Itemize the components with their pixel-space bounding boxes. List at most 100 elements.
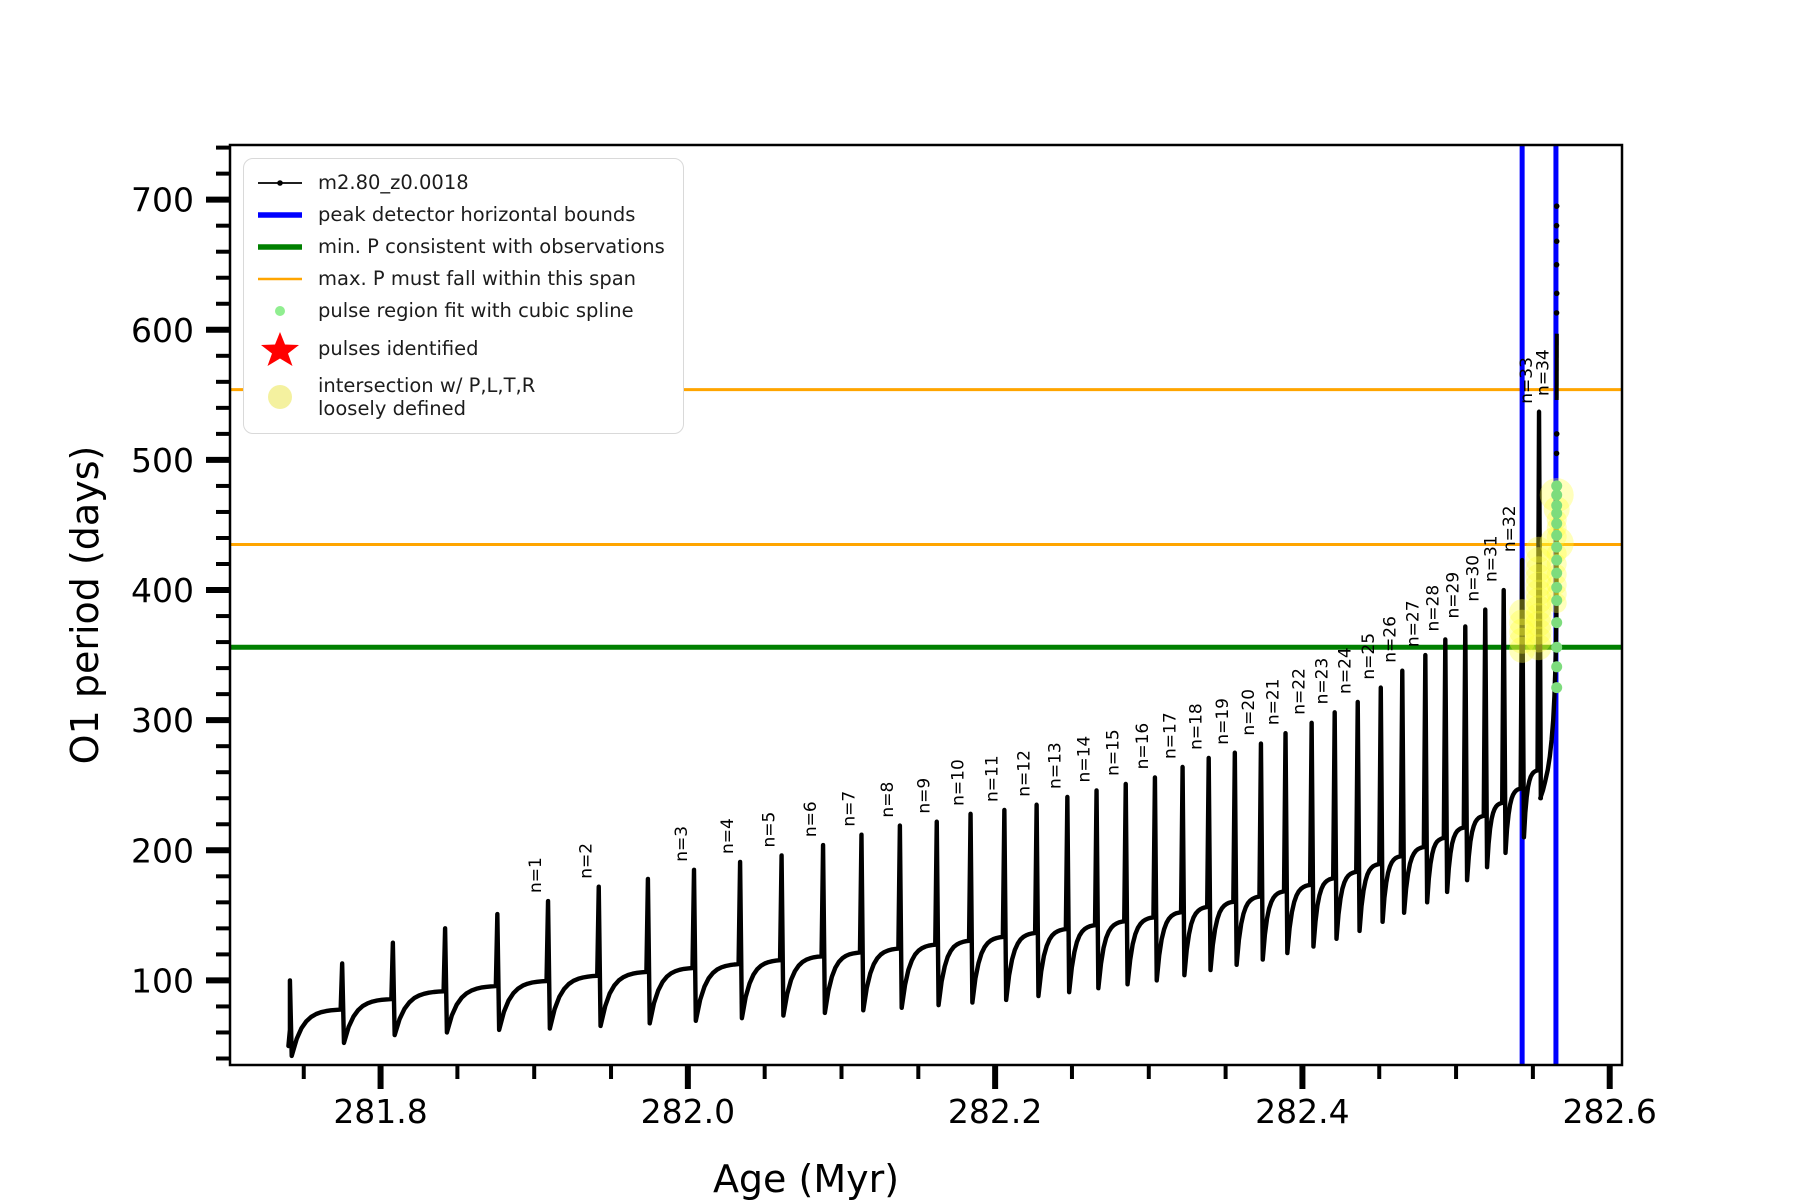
x-tick-label: 281.8 <box>333 1092 427 1131</box>
legend-item-label: pulses identified <box>318 337 479 361</box>
legend-item-label: min. P consistent with observations <box>318 234 665 258</box>
pulse-label: n=31 <box>1482 535 1502 582</box>
legend-hline-thick-icon <box>256 234 304 260</box>
spline-point <box>1551 554 1563 566</box>
pulse-label: n=2 <box>577 843 597 879</box>
y-tick-label: 100 <box>131 961 194 1000</box>
intersection-marker <box>1509 609 1536 636</box>
spline-point <box>1551 480 1563 492</box>
spline-point <box>1551 661 1563 673</box>
y-tick-label: 700 <box>131 181 194 220</box>
pulse-label: n=13 <box>1045 742 1065 789</box>
y-axis-label: O1 period (days) <box>63 446 107 765</box>
pulse-label: n=30 <box>1463 555 1483 602</box>
legend-item: max. P must fall within this span <box>256 265 665 292</box>
spline-point <box>1551 499 1563 511</box>
intersection-marker <box>1525 618 1552 645</box>
legend-item: intersection w/ P,L,T,R loosely defined <box>256 374 665 421</box>
plot-frame <box>228 143 1624 1067</box>
spline-point <box>1551 641 1563 653</box>
series-layer <box>286 203 1560 1059</box>
pulse-label: n=3 <box>672 826 692 862</box>
pulse-label: n=11 <box>982 755 1002 802</box>
pulse-label: n=21 <box>1264 679 1284 726</box>
series-sparse-point <box>1553 222 1560 229</box>
intersection-marker <box>1525 587 1552 614</box>
pulse-label: n=5 <box>760 812 780 848</box>
pulse-label: n=25 <box>1359 633 1379 680</box>
spline-point <box>1551 567 1563 579</box>
spline-point <box>1551 518 1563 530</box>
intersection-marker <box>1525 547 1552 574</box>
axes-layer: 281.8 282.0 282.2 282.4 282.6 100 200 300 400 500… <box>131 143 1657 1131</box>
legend-item-label: max. P must fall within this span <box>318 266 637 290</box>
spline-point <box>1551 594 1563 606</box>
series-sparse-point <box>1553 290 1560 297</box>
pulse-label: n=6 <box>801 801 821 837</box>
spline-point <box>1551 529 1563 541</box>
pulse-label: n=14 <box>1075 736 1095 783</box>
pulse-label: n=29 <box>1443 572 1463 619</box>
markers-layer <box>1509 478 1574 694</box>
series-sparse-point <box>1553 431 1560 437</box>
legend-item: m2.80_z0.0018 <box>256 169 665 196</box>
spline-point <box>1551 581 1563 593</box>
pulse-label: n=34 <box>1534 349 1554 396</box>
spline-point <box>1551 507 1563 519</box>
intersection-marker <box>1525 579 1552 606</box>
pulse-label: n=19 <box>1213 698 1233 745</box>
intersection-marker <box>1525 595 1552 622</box>
pulse-label: n=10 <box>949 759 969 806</box>
legend-item-label: peak detector horizontal bounds <box>318 202 636 226</box>
legend-hline-thick-icon <box>256 202 304 228</box>
x-tick-label: 282.6 <box>1562 1092 1656 1131</box>
spline-point <box>1551 617 1563 629</box>
intersection-marker <box>1509 599 1536 626</box>
legend-hline-thin-icon <box>256 266 304 292</box>
pulse-label: n=12 <box>1015 750 1035 797</box>
legend-item: peak detector horizontal bounds <box>256 201 665 228</box>
intersection-marker <box>1525 536 1552 563</box>
y-tick-label: 600 <box>131 311 194 350</box>
pulse-label: n=7 <box>839 791 859 827</box>
x-tick-label: 282.2 <box>948 1092 1042 1131</box>
y-tick-label: 200 <box>131 831 194 870</box>
pulse-label: n=1 <box>526 857 546 893</box>
pulse-label: n=17 <box>1161 712 1181 759</box>
series-m2-80-z0-0018 <box>286 409 1559 1059</box>
intersection-marker <box>1509 636 1536 663</box>
intersection-marker <box>1525 603 1552 630</box>
pulse-label: n=26 <box>1380 616 1400 663</box>
x-axis-label: Age (Myr) <box>713 1157 899 1200</box>
legend-item-label: pulse region fit with cubic spline <box>318 298 634 322</box>
intersection-marker <box>1525 571 1552 598</box>
series-sparse-point <box>1553 450 1560 457</box>
legend-line-dot-icon <box>256 170 304 196</box>
pulse-label: n=23 <box>1313 658 1333 705</box>
legend-star-icon <box>256 329 304 369</box>
pulse-label: n=24 <box>1336 647 1356 694</box>
pulse-label: n=18 <box>1187 703 1207 750</box>
pulse-label: n=33 <box>1517 357 1537 404</box>
legend-dot-big-icon <box>256 380 304 414</box>
legend-item-label: m2.80_z0.0018 <box>318 170 469 194</box>
legend-item: pulses identified <box>256 329 665 369</box>
x-tick-label: 282.4 <box>1255 1092 1349 1131</box>
intersection-marker <box>1509 627 1536 654</box>
spline-point <box>1551 682 1563 694</box>
intersection-marker <box>1509 618 1536 645</box>
legend-dot-small-icon <box>256 298 304 324</box>
pulse-label: n=9 <box>915 778 935 814</box>
legend-item-label: intersection w/ P,L,T,R loosely defined <box>318 374 536 421</box>
pulse-label: n=20 <box>1239 689 1259 736</box>
intersection-marker <box>1525 564 1552 591</box>
pulse-label: n=15 <box>1104 729 1124 776</box>
pulse-label: n=28 <box>1423 585 1443 632</box>
pulse-label: n=27 <box>1403 600 1423 647</box>
spline-point <box>1551 489 1563 501</box>
y-tick-label: 400 <box>131 571 194 610</box>
y-tick-label: 500 <box>131 441 194 480</box>
legend-item: pulse region fit with cubic spline <box>256 297 665 324</box>
